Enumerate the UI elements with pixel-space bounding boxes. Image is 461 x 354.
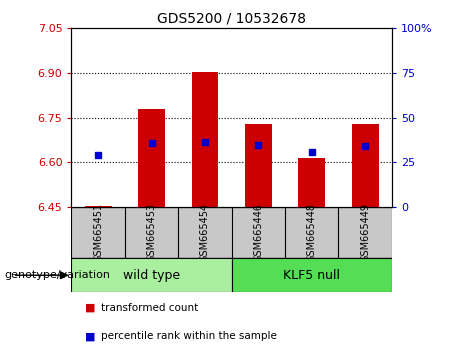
Text: GSM665454: GSM665454 [200,203,210,262]
Bar [192,72,219,207]
Bar [298,158,325,207]
Text: GSM665446: GSM665446 [254,203,263,262]
Text: ■: ■ [85,331,96,341]
Text: wild type: wild type [123,269,180,282]
Text: genotype/variation: genotype/variation [5,270,111,280]
Text: KLF5 null: KLF5 null [283,269,340,282]
Text: GSM665453: GSM665453 [147,203,157,262]
Text: GSM665449: GSM665449 [360,203,370,262]
Bar [138,109,165,207]
Text: percentile rank within the sample: percentile rank within the sample [101,331,278,341]
Text: GSM665448: GSM665448 [307,203,317,262]
Bar [85,206,112,207]
Text: GSM665451: GSM665451 [93,203,103,262]
Text: transformed count: transformed count [101,303,199,313]
Bar [71,258,231,292]
Bar [352,124,378,207]
Bar [231,258,392,292]
Text: ■: ■ [85,303,96,313]
Title: GDS5200 / 10532678: GDS5200 / 10532678 [157,12,306,26]
Bar [245,124,272,207]
